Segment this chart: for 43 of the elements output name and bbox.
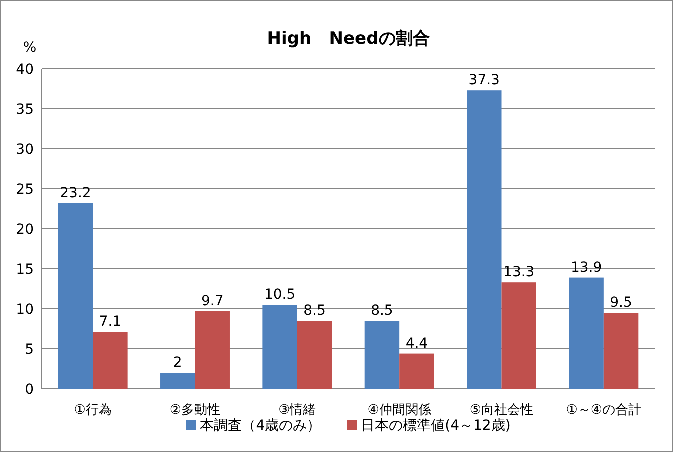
y-tick-label: 40: [16, 62, 34, 78]
data-label: 9.7: [201, 293, 224, 310]
bar: [364, 321, 400, 389]
x-tick-label: ⑤向社会性: [470, 403, 534, 418]
bar: [297, 321, 332, 389]
data-label: 2: [173, 355, 182, 371]
bar: [58, 203, 94, 389]
x-tick-label: ②多動性: [170, 403, 221, 418]
y-tick-label: 10: [16, 302, 34, 318]
bar: [502, 282, 536, 389]
y-tick-label: 0: [25, 382, 34, 398]
data-label: 7.1: [99, 314, 122, 330]
x-tick-label: ④仲間関係: [368, 403, 432, 418]
legend-label: 日本の標準値(4～12歳): [361, 418, 511, 434]
x-tick-label: ①行為: [74, 403, 112, 418]
y-tick-label: 30: [16, 142, 34, 158]
bar: [195, 311, 230, 389]
data-label: 10.5: [264, 287, 296, 303]
data-label: 8.5: [371, 303, 394, 319]
data-label: 9.5: [610, 295, 632, 311]
bar: [93, 332, 128, 389]
y-tick-label: 25: [16, 182, 34, 198]
y-axis-title: %: [23, 40, 37, 56]
bar: [569, 278, 604, 389]
y-tick-label: 20: [16, 222, 34, 238]
bar: [160, 373, 196, 389]
bar: [262, 305, 298, 389]
legend-label: 本調査（4歳のみ）: [200, 418, 322, 434]
bar: [400, 354, 434, 389]
x-tick-label: ①～④の合計: [566, 403, 642, 418]
data-label: 13.9: [570, 260, 602, 276]
data-label: 8.5: [304, 303, 326, 319]
y-tick-label: 15: [16, 262, 34, 278]
data-label: 13.3: [504, 264, 535, 281]
data-label: 37.3: [468, 72, 500, 89]
y-tick-label: 5: [25, 342, 34, 358]
data-label: 4.4: [406, 336, 428, 352]
x-tick-label: ③情緒: [278, 403, 316, 418]
bar: [467, 90, 502, 389]
bar: [604, 313, 639, 389]
y-tick-label: 35: [16, 102, 34, 118]
chart-title: High Needの割合: [267, 29, 430, 49]
data-label: 23.2: [60, 185, 92, 202]
